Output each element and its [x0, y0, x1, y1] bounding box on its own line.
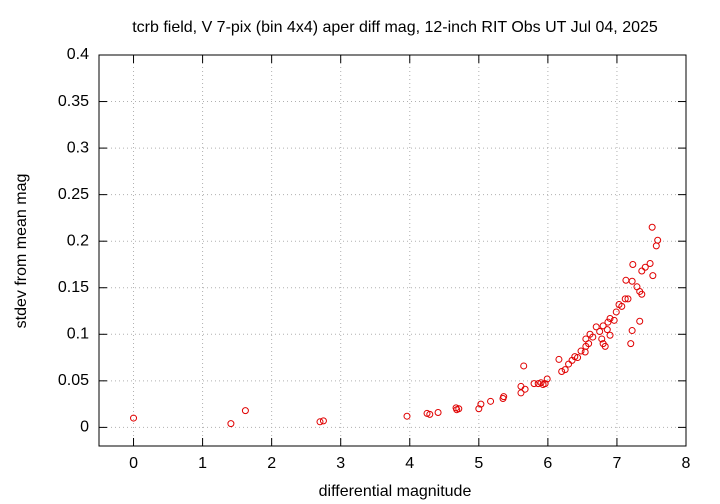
x-tick-label: 0 — [129, 455, 138, 472]
point — [596, 327, 604, 335]
point — [403, 412, 411, 420]
point — [628, 327, 636, 335]
point — [558, 368, 566, 376]
point — [610, 316, 618, 324]
point — [622, 276, 630, 284]
point — [652, 242, 660, 250]
point — [638, 267, 646, 275]
point — [646, 260, 654, 268]
x-tick-label: 5 — [474, 455, 483, 472]
x-tick-label: 1 — [198, 455, 207, 472]
point — [648, 223, 656, 231]
plot-frame — [98, 54, 687, 447]
y-tick-label: 0.4 — [67, 46, 89, 63]
x-axis-label: differential magnitude — [319, 483, 472, 500]
point — [612, 308, 620, 316]
point — [654, 236, 662, 244]
chart-title: tcrb field, V 7-pix (bin 4x4) aper diff … — [132, 19, 658, 36]
point — [606, 331, 614, 339]
point — [606, 314, 614, 322]
point — [227, 420, 235, 428]
point — [241, 407, 249, 415]
point — [592, 323, 600, 331]
point — [577, 347, 585, 355]
point — [530, 380, 538, 388]
point — [477, 400, 485, 408]
x-tick-label: 3 — [336, 455, 345, 472]
point — [601, 342, 609, 350]
point — [319, 417, 327, 425]
point — [434, 408, 442, 416]
point — [618, 302, 626, 310]
point — [624, 295, 632, 303]
y-tick-label: 0.2 — [67, 232, 89, 249]
y-tick-label: 0.25 — [58, 186, 89, 203]
point — [641, 263, 649, 271]
point — [426, 410, 434, 418]
y-tick-label: 0.1 — [67, 326, 89, 343]
y-tick-label: 0.05 — [58, 372, 89, 389]
point — [649, 272, 657, 280]
point — [537, 379, 545, 387]
point — [453, 406, 461, 414]
point — [487, 397, 495, 405]
point — [565, 360, 573, 368]
point — [561, 366, 569, 374]
point — [500, 393, 508, 401]
point — [543, 375, 551, 383]
point — [130, 414, 138, 422]
point — [574, 354, 582, 362]
point — [521, 385, 529, 393]
point — [598, 335, 606, 343]
x-tick-label: 7 — [612, 455, 621, 472]
point — [589, 333, 597, 341]
y-tick-label: 0.35 — [58, 93, 89, 110]
point — [627, 340, 635, 348]
point — [638, 290, 646, 298]
point — [599, 322, 607, 330]
x-tick-label: 4 — [405, 455, 414, 472]
point — [604, 318, 612, 326]
point — [636, 317, 644, 325]
y-tick-label: 0.15 — [58, 279, 89, 296]
point — [603, 326, 611, 334]
point — [517, 389, 525, 397]
y-axis-label: stdev from mean mag — [13, 174, 30, 329]
point — [316, 418, 324, 426]
y-tick-label: 0.3 — [67, 139, 89, 156]
point — [621, 295, 629, 303]
point — [585, 340, 593, 348]
x-tick-label: 8 — [682, 455, 691, 472]
point — [629, 260, 637, 268]
point — [539, 381, 547, 389]
point — [581, 348, 589, 356]
point — [555, 355, 563, 363]
point — [520, 362, 528, 370]
point — [628, 277, 636, 285]
x-tick-label: 6 — [543, 455, 552, 472]
y-tick-label: 0 — [80, 419, 89, 436]
x-tick-label: 2 — [267, 455, 276, 472]
